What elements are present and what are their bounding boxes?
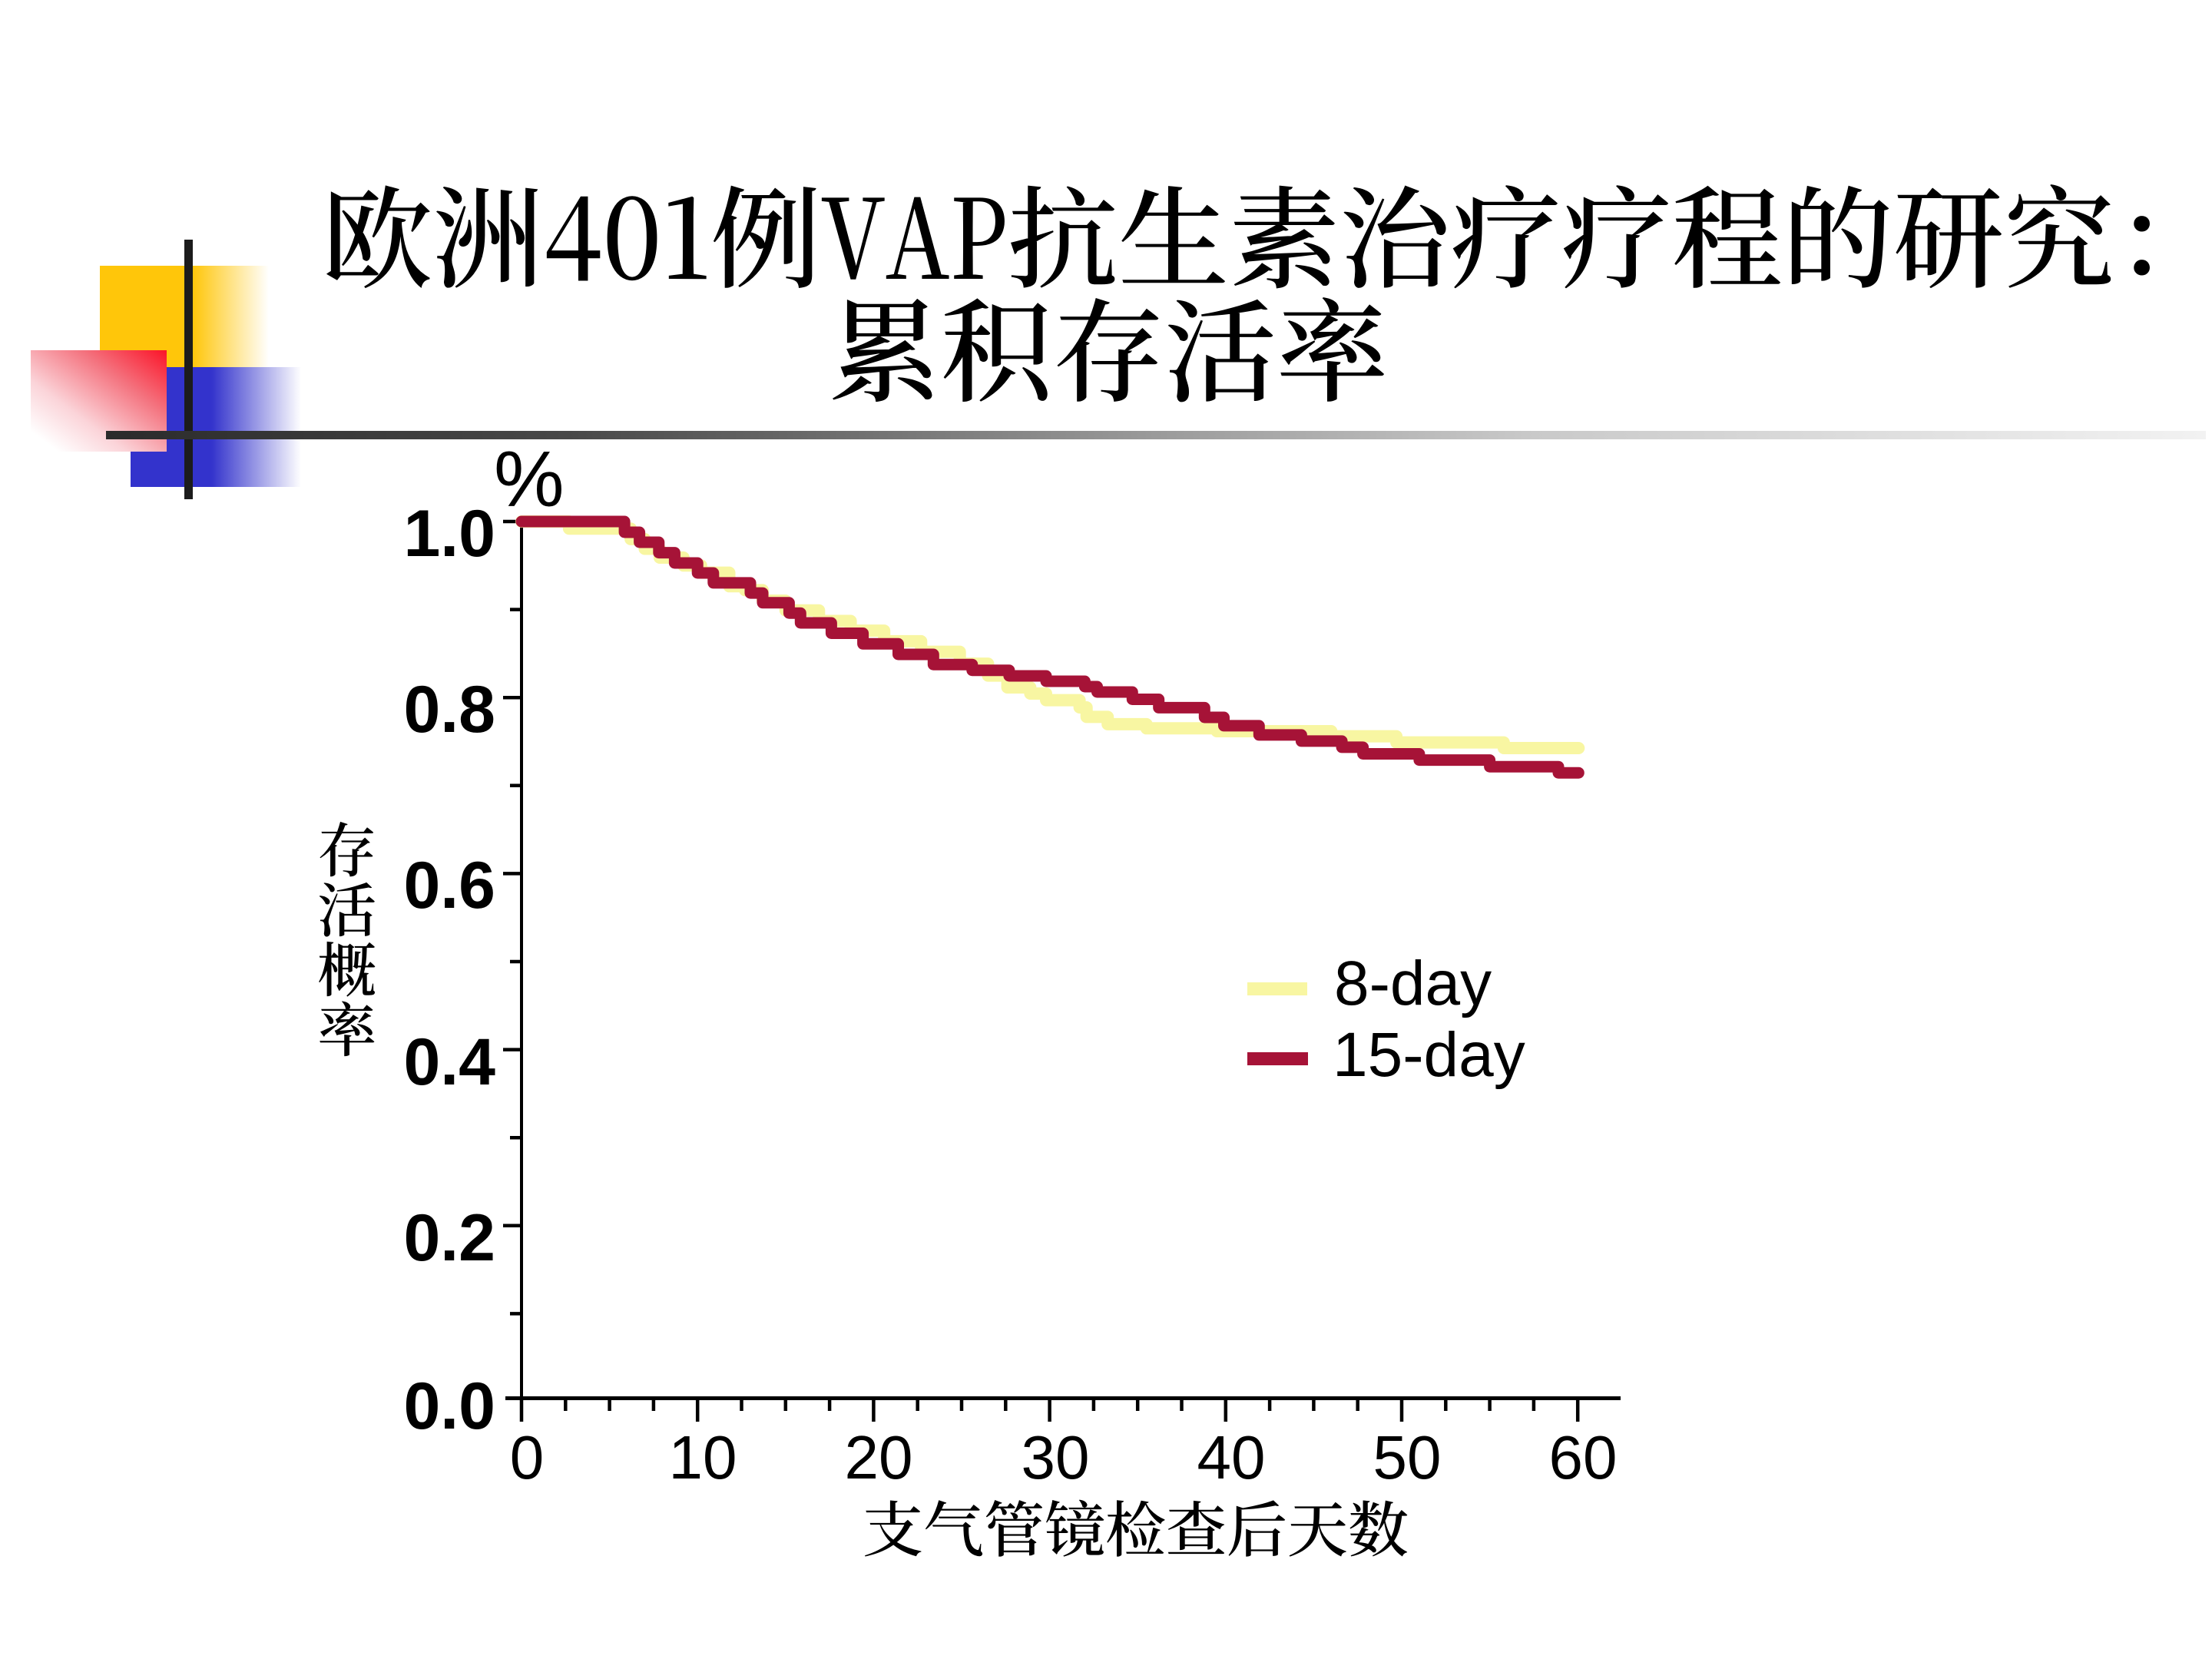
svg-text:60: 60 bbox=[1549, 1423, 1618, 1492]
svg-text:10: 10 bbox=[669, 1423, 737, 1492]
svg-text:30: 30 bbox=[1022, 1423, 1090, 1492]
svg-text:0: 0 bbox=[510, 1423, 545, 1492]
svg-text:8-day: 8-day bbox=[1334, 949, 1492, 1018]
svg-text:1.0: 1.0 bbox=[403, 497, 495, 571]
svg-text:0.4: 0.4 bbox=[403, 1025, 495, 1099]
svg-text:0.8: 0.8 bbox=[403, 673, 495, 747]
svg-text:15-day: 15-day bbox=[1333, 1020, 1525, 1090]
svg-text:20: 20 bbox=[845, 1423, 913, 1492]
svg-text:50: 50 bbox=[1373, 1423, 1442, 1492]
svg-text:0.6: 0.6 bbox=[403, 849, 495, 922]
svg-text:0.0: 0.0 bbox=[403, 1369, 495, 1443]
svg-text:%: % bbox=[494, 435, 565, 523]
svg-text:40: 40 bbox=[1197, 1423, 1266, 1492]
svg-text:0.2: 0.2 bbox=[403, 1201, 495, 1275]
